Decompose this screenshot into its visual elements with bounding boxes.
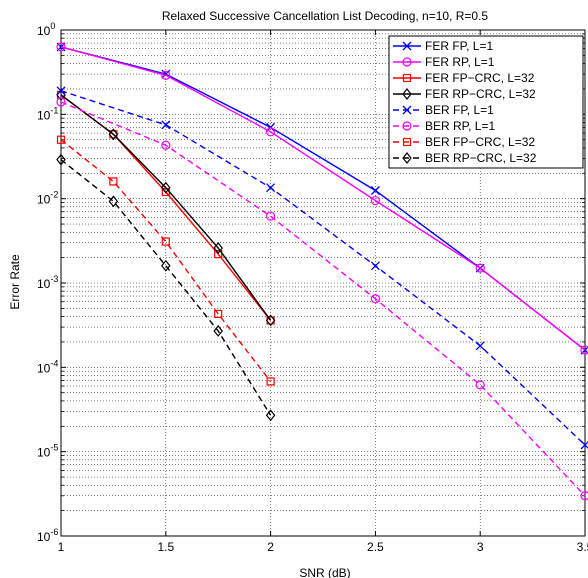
legend-label: BER FP, L=1	[425, 103, 494, 117]
data-point	[475, 380, 485, 390]
series-line	[60, 101, 586, 497]
legend-label: BER RP−CRC, L=32	[425, 151, 537, 165]
data-point	[108, 195, 119, 208]
legend-box	[388, 35, 584, 169]
legend-label: FER FP, L=1	[425, 39, 493, 53]
data-point	[56, 86, 66, 96]
y-tick-label: 10-5	[37, 443, 58, 460]
y-axis-label: Error Rate	[8, 254, 22, 310]
series-6	[56, 97, 588, 501]
legend-marker	[402, 121, 412, 131]
data-point	[475, 341, 485, 351]
data-point	[161, 181, 171, 194]
x-tick-label: 2.5	[367, 540, 384, 554]
data-point	[266, 377, 275, 386]
data-point	[370, 195, 380, 206]
y-tick-label: 10-6	[37, 527, 58, 544]
data-point	[161, 70, 171, 80]
legend-marker	[402, 88, 412, 100]
data-point	[109, 177, 118, 186]
y-tick-label: 10-3	[37, 274, 58, 291]
data-point	[161, 259, 171, 272]
data-point	[108, 128, 119, 141]
y-tick-label: 10-1	[37, 105, 58, 122]
legend-label: FER RP, L=1	[425, 55, 495, 69]
chart-title: Relaxed Successive Cancellation List Dec…	[162, 9, 489, 23]
data-point	[266, 183, 276, 193]
x-tick-label: 1.5	[157, 540, 174, 554]
data-point	[56, 153, 66, 166]
y-tick-label: 10-2	[37, 190, 58, 207]
data-point	[266, 211, 276, 221]
x-tick-label: 2	[267, 540, 274, 554]
legend-marker	[402, 105, 412, 115]
data-point	[214, 250, 223, 259]
series-line	[60, 46, 586, 351]
x-tick-label: 1	[58, 540, 65, 554]
legend-marker	[402, 41, 412, 51]
legend-label: BER FP−CRC, L=32	[425, 135, 535, 149]
data-point	[161, 237, 170, 246]
y-tick-label: 10-4	[37, 358, 58, 375]
data-point	[214, 309, 223, 319]
legend-label: FER RP−CRC, L=32	[425, 87, 536, 101]
data-point	[265, 409, 276, 422]
data-point	[265, 314, 276, 327]
data-point	[56, 42, 66, 52]
data-point	[370, 261, 380, 271]
legend-marker	[402, 73, 412, 83]
legend-label: BER RP, L=1	[425, 119, 495, 133]
x-tick-label: 3	[477, 540, 484, 554]
x-axis-label: SNR (dB)	[299, 566, 350, 578]
data-point	[580, 345, 588, 355]
legend-marker	[402, 137, 412, 147]
legend-marker	[402, 57, 412, 67]
legend-label: FER FP−CRC, L=32	[425, 71, 535, 85]
series-5	[56, 86, 588, 450]
data-point	[161, 120, 171, 130]
data-point	[161, 140, 171, 150]
legend-marker	[402, 152, 412, 164]
legend: FER FP, L=1 FER RP, L=1 FER FP−CRC, L=32 FE…	[388, 35, 584, 169]
series-line	[60, 139, 272, 382]
data-point	[56, 135, 66, 144]
series-7	[56, 135, 275, 386]
series-2	[56, 42, 588, 355]
data-point	[580, 491, 588, 501]
series-8	[56, 153, 276, 422]
series-line	[60, 94, 272, 321]
data-point	[213, 242, 223, 254]
data-point	[475, 263, 485, 273]
data-point	[266, 127, 276, 137]
data-point	[213, 324, 223, 337]
y-tick-label: 100	[37, 21, 55, 38]
data-point	[370, 186, 380, 195]
series-line	[60, 159, 272, 416]
data-point	[370, 294, 380, 304]
series-line	[60, 90, 586, 446]
data-point	[56, 97, 66, 107]
x-tick-label: 3.5	[577, 540, 588, 554]
